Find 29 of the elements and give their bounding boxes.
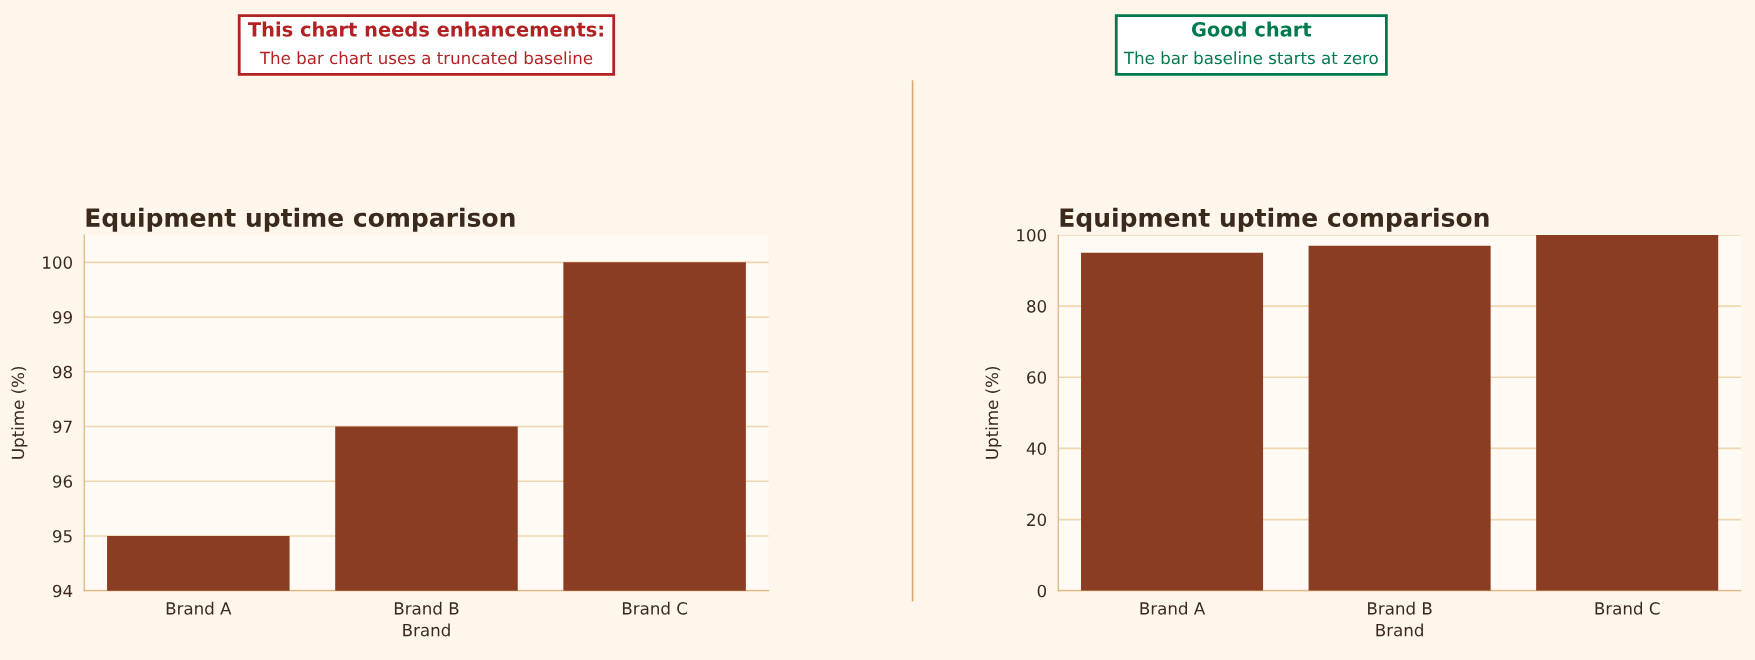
y-tick-label: 94	[52, 584, 73, 598]
y-tick-label: 98	[52, 365, 72, 379]
y-tick-label: 96	[52, 475, 73, 488]
chart-title: Equipment uptime comparison	[86, 207, 515, 232]
text: This chart needs enhancements:	[247, 21, 603, 37]
y-tick-label: 80	[1027, 300, 1047, 313]
x-tick-label: Brand A	[1140, 601, 1206, 615]
text: Good chart	[1191, 21, 1312, 37]
x-axis-title: Brand	[403, 623, 450, 637]
text: The bar chart uses a truncated baseline	[259, 51, 593, 65]
y-tick-label: 97	[52, 420, 72, 434]
y-tick-label: 100	[43, 256, 73, 269]
chart-title: Equipment uptime comparison	[1060, 207, 1489, 232]
y-tick-label: 60	[1027, 371, 1047, 384]
y-tick-label: 20	[1027, 513, 1047, 527]
x-tick-label: Brand C	[1595, 601, 1660, 615]
y-axis-title: Uptime (%)	[11, 366, 28, 459]
x-tick-label: Brand B	[394, 601, 459, 615]
y-tick-label: 95	[52, 529, 72, 543]
y-tick-label: 100	[1017, 228, 1047, 242]
x-tick-label: Brand C	[622, 601, 687, 615]
x-tick-label: Brand A	[166, 601, 232, 615]
text: The bar baseline starts at zero	[1123, 51, 1378, 65]
y-tick-label: 40	[1026, 442, 1047, 455]
x-tick-label: Brand B	[1368, 601, 1432, 615]
y-axis-title: Uptime (%)	[985, 366, 1002, 459]
y-tick-label: 0	[1037, 584, 1047, 598]
y-tick-label: 99	[52, 311, 72, 324]
x-axis-title: Brand	[1376, 623, 1423, 637]
